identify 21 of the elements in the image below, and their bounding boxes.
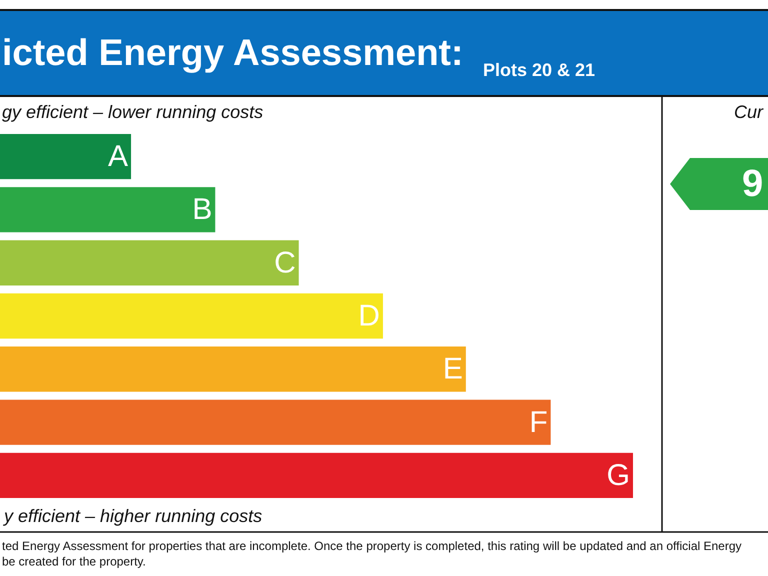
text: Cur xyxy=(734,102,764,122)
bar xyxy=(0,240,299,286)
y-tick-label: G xyxy=(606,458,630,492)
bar xyxy=(0,400,551,445)
y-tick-label: F xyxy=(529,406,548,439)
y-tick-label: D xyxy=(358,300,380,332)
chart-title: icted Energy Assessment: xyxy=(2,32,464,73)
bar xyxy=(0,452,633,498)
bar xyxy=(0,293,383,339)
y-tick-label: C xyxy=(274,246,296,280)
text: y efficient – higher running costs xyxy=(2,506,262,526)
chart-subtitle: Plots 20 & 21 xyxy=(483,60,596,80)
bar xyxy=(0,134,132,180)
text: 9 xyxy=(742,163,764,205)
text: ted Energy Assessment for properties that are incomplete. Once the property is completed, this rating will be updated and an official Energy be created for the property. xyxy=(2,539,742,569)
y-tick-label: B xyxy=(192,193,212,226)
bar xyxy=(0,187,216,232)
text: gy efficient – lower running costs xyxy=(2,102,264,122)
y-tick-label: A xyxy=(108,140,128,174)
y-tick-label: E xyxy=(442,352,463,386)
bar xyxy=(0,346,466,392)
